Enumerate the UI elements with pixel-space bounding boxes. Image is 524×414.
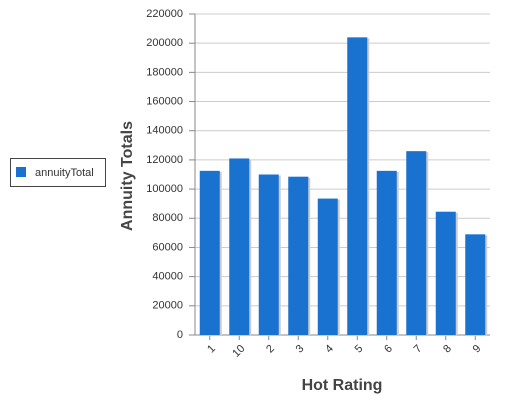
x-axis-title: Hot Rating [302, 377, 383, 394]
y-tick-label: 0 [177, 329, 183, 341]
legend-label: annuityTotal [35, 167, 94, 179]
x-tick-label: 6 [382, 343, 395, 356]
x-tick-label: 10 [230, 343, 247, 360]
y-tick-label: 160000 [146, 95, 183, 107]
x-tick-label: 4 [323, 343, 336, 356]
y-tick-label: 200000 [146, 37, 183, 49]
y-tick-label: 80000 [152, 212, 183, 224]
bar [258, 174, 279, 335]
y-tick-label: 180000 [146, 66, 183, 78]
x-tick-label: 5 [353, 343, 366, 356]
bar [376, 170, 397, 335]
bar [229, 158, 250, 335]
y-tick-label: 20000 [152, 300, 183, 312]
bar [288, 176, 309, 335]
y-tick-label: 40000 [152, 271, 183, 283]
bar [406, 151, 427, 335]
x-tick-label: 3 [294, 343, 307, 356]
bar [465, 234, 486, 335]
bar [199, 170, 220, 335]
legend-swatch [16, 167, 26, 177]
legend: annuityTotal [10, 158, 106, 187]
x-tick-label: 8 [441, 343, 454, 356]
bar [347, 37, 368, 335]
x-tick-label: 2 [264, 343, 277, 356]
bar [435, 211, 456, 335]
y-tick-label: 60000 [152, 241, 183, 253]
y-tick-label: 220000 [146, 8, 183, 20]
x-tick-label: 7 [412, 343, 425, 356]
y-tick-label: 120000 [146, 154, 183, 166]
y-tick-label: 140000 [146, 125, 183, 137]
legend-box [10, 158, 106, 187]
x-tick-label: 9 [471, 343, 484, 356]
x-tick-label: 1 [205, 343, 218, 356]
y-axis-title: Annuity Totals [119, 121, 136, 231]
y-tick-label: 100000 [146, 183, 183, 195]
bar [317, 198, 338, 335]
